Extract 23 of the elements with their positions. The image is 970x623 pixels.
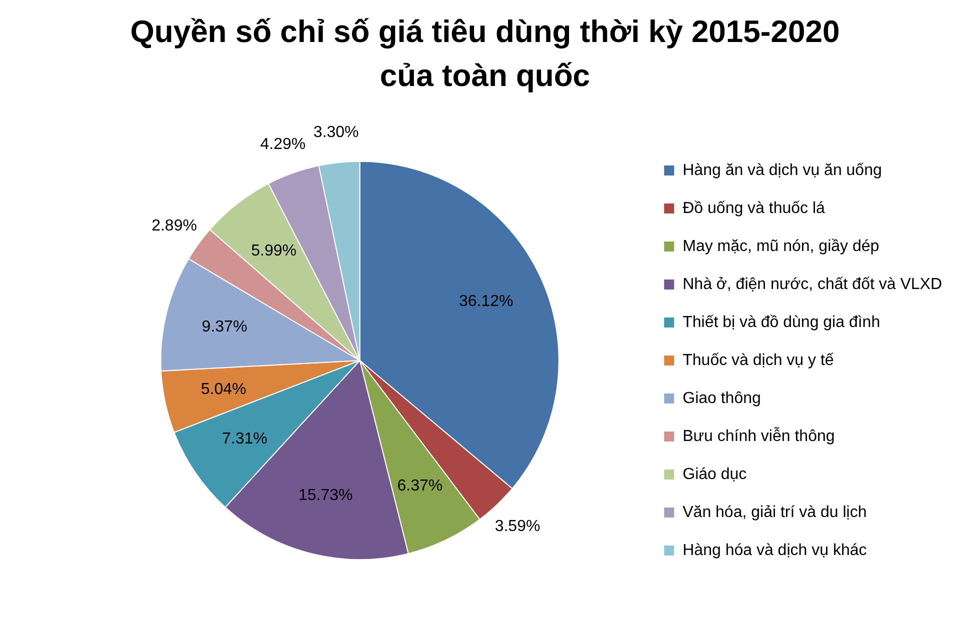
data-label: 5.99% bbox=[251, 242, 296, 260]
data-label: 4.29% bbox=[260, 136, 306, 154]
data-label: 2.89% bbox=[152, 218, 197, 235]
data-label: 6.37% bbox=[397, 478, 443, 495]
legend-label: Thuốc và dịch vụ y tế bbox=[682, 352, 834, 369]
legend-label: May mặc, mũ nón, giầy dép bbox=[682, 238, 880, 255]
chart-title: Quyền số chỉ số giá tiêu dùng thời kỳ 2015-2020 của toàn quốc bbox=[129, 13, 841, 95]
data-label: 5.04% bbox=[200, 381, 246, 398]
legend-label: Nhà ở, điện nước, chất đốt và VLXD bbox=[682, 276, 942, 293]
legend-label: Giao thông bbox=[682, 390, 761, 407]
data-label: 15.73% bbox=[298, 487, 353, 504]
data-label: 9.37% bbox=[202, 318, 248, 336]
data-label: 7.31% bbox=[222, 430, 268, 448]
legend-label: Bưu chính viễn thông bbox=[682, 426, 835, 445]
legend-label: Văn hóa, giải trí và du lịch bbox=[682, 504, 867, 521]
data-label: 3.30% bbox=[313, 124, 359, 142]
legend-label: Thiết bị và đồ dùng gia đình bbox=[682, 314, 880, 331]
legend-label: Đồ uống và thuốc lá bbox=[682, 200, 826, 217]
legend-label: Hàng ăn và dịch vụ ăn uống bbox=[682, 162, 882, 179]
data-label: 3.59% bbox=[494, 518, 540, 536]
legend-label: Hàng hóa và dịch vụ khác bbox=[682, 542, 867, 559]
data-label: 36.12% bbox=[458, 293, 514, 310]
legend-label: Giáo dục bbox=[682, 466, 747, 483]
